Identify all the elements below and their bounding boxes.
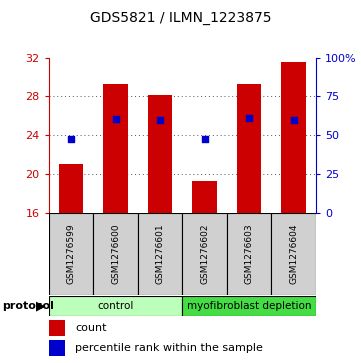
Text: GSM1276600: GSM1276600 — [111, 223, 120, 284]
Bar — [182, 213, 227, 295]
Bar — [281, 62, 306, 213]
Text: count: count — [75, 323, 107, 333]
Text: percentile rank within the sample: percentile rank within the sample — [75, 343, 263, 353]
Text: ▶: ▶ — [36, 299, 46, 312]
Bar — [103, 84, 128, 213]
Text: control: control — [97, 301, 134, 311]
Point — [202, 136, 208, 142]
Point — [246, 115, 252, 121]
Point — [291, 117, 296, 123]
Point — [113, 116, 118, 122]
Bar — [182, 295, 316, 315]
Bar — [93, 213, 138, 295]
Bar — [49, 340, 65, 356]
Bar — [148, 95, 172, 213]
Text: myofibroblast depletion: myofibroblast depletion — [187, 301, 311, 311]
Point — [68, 136, 74, 142]
Text: GSM1276601: GSM1276601 — [156, 223, 165, 284]
Bar — [192, 181, 217, 213]
Text: GSM1276599: GSM1276599 — [66, 223, 75, 284]
Bar — [49, 295, 182, 315]
Bar — [59, 164, 83, 213]
Bar — [271, 213, 316, 295]
Text: protocol: protocol — [2, 301, 54, 311]
Text: GDS5821 / ILMN_1223875: GDS5821 / ILMN_1223875 — [90, 11, 271, 25]
Text: GSM1276603: GSM1276603 — [245, 223, 253, 284]
Bar — [49, 213, 93, 295]
Bar — [227, 213, 271, 295]
Point — [157, 118, 163, 123]
Bar — [138, 213, 182, 295]
Text: GSM1276604: GSM1276604 — [289, 223, 298, 284]
Bar — [49, 320, 65, 336]
Text: GSM1276602: GSM1276602 — [200, 223, 209, 284]
Bar — [237, 84, 261, 213]
